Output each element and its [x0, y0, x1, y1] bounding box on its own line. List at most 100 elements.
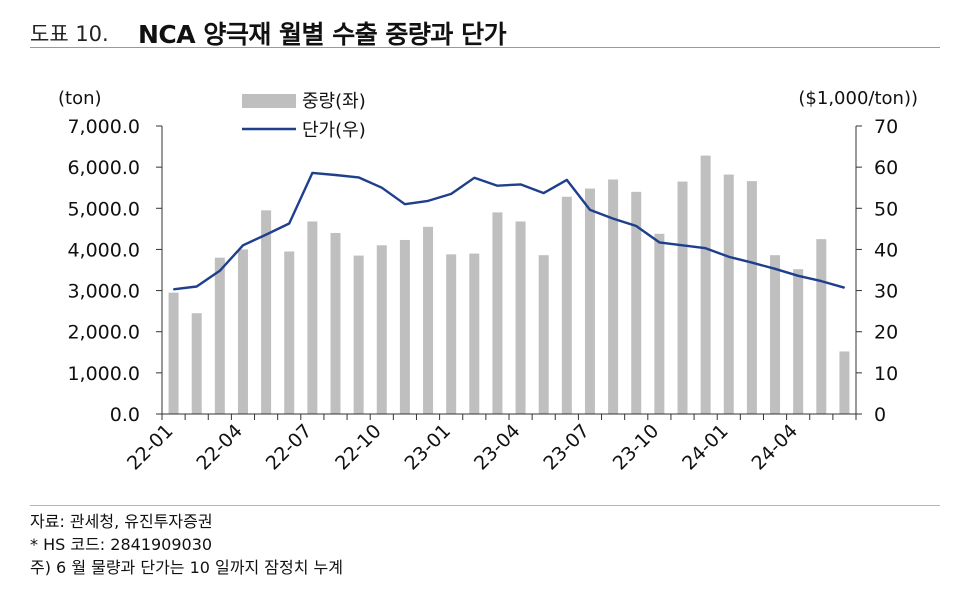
bar-24-04	[793, 269, 804, 414]
price-point-23-10	[658, 241, 660, 244]
bar-24-02	[746, 181, 757, 414]
price-point-23-08	[612, 217, 614, 220]
legend: 중량(좌) 단가(우)	[242, 91, 366, 141]
x-axis: 22-01 22-04 22-07 22-10 23-01 23-04 23-07 23-10…	[123, 413, 857, 475]
price-point-22-07	[311, 172, 313, 174]
bar-24-06	[839, 351, 850, 414]
source-note: 자료: 관세청, 유진투자증권	[30, 512, 213, 531]
bar-22-08	[330, 232, 341, 414]
bar-22-02	[191, 313, 202, 414]
left-tick-label: 2,000.0	[67, 322, 140, 344]
bar-22-10	[376, 245, 387, 414]
x-tick-label: 22-04	[192, 420, 247, 475]
price-point-23-07	[589, 209, 591, 211]
price-point-22-11	[404, 203, 406, 205]
price-point-22-12	[427, 200, 429, 202]
price-point-23-04	[519, 183, 522, 186]
x-tick-label: 23-07	[539, 420, 594, 475]
bar-24-05	[816, 239, 827, 414]
hs-code-note: * HS 코드: 2841909030	[30, 535, 213, 554]
price-point-22-10	[381, 187, 383, 189]
left-tick-label: 4,000.0	[67, 239, 140, 261]
figure-header: 도표 10. NCA 양극재 월별 수출 중량과 단가	[30, 10, 940, 49]
figure-title: NCA 양극재 월별 수출 중량과 단가	[138, 20, 507, 49]
bar-22-04	[237, 249, 248, 414]
footnotes: 자료: 관세청, 유진투자증권 * HS 코드: 2841909030 주) 6…	[30, 510, 343, 579]
right-axis-unit: ($1,000/ton))	[798, 88, 918, 109]
price-point-23-05	[543, 192, 545, 194]
price-point-22-05	[265, 234, 267, 236]
bar-22-05	[261, 210, 272, 414]
left-tick-label: 0.0	[110, 404, 140, 426]
top-divider	[30, 47, 940, 48]
left-tick-label: 1,000.0	[67, 363, 140, 385]
price-line	[173, 171, 845, 291]
bar-23-08	[608, 179, 619, 414]
bar-22-03	[214, 257, 225, 414]
left-tick-label: 5,000.0	[67, 198, 140, 220]
price-point-22-01	[172, 288, 175, 290]
bar-22-09	[353, 255, 364, 414]
left-axis: 0.0 1,000.0 2,000.0 3,000.0 4,000.0 5,000.0 6,…	[67, 116, 163, 426]
x-tick-label: 23-04	[470, 420, 525, 475]
bar-23-07	[584, 188, 595, 414]
price-point-23-03	[496, 185, 499, 187]
right-tick-label: 20	[874, 322, 898, 344]
legend-line-label: 단가(우)	[302, 120, 366, 141]
bottom-divider	[30, 505, 940, 506]
bar-22-06	[284, 251, 295, 414]
left-tick-label: 3,000.0	[67, 281, 140, 303]
price-point-24-05	[820, 280, 822, 282]
left-tick-label: 6,000.0	[67, 157, 140, 179]
price-point-24-06	[843, 287, 846, 289]
bar-23-11	[677, 181, 688, 414]
price-point-23-06	[566, 179, 568, 181]
line-series	[172, 171, 846, 291]
bar-22-01	[168, 292, 179, 414]
x-tick-label: 22-10	[331, 420, 386, 475]
bar-22-11	[399, 239, 410, 414]
bar-23-05	[538, 255, 549, 414]
x-tick-label: 23-10	[609, 420, 664, 475]
right-tick-label: 10	[874, 363, 898, 385]
price-point-23-11	[681, 244, 684, 246]
bar-22-12	[423, 226, 434, 414]
right-tick-label: 40	[874, 239, 898, 261]
price-point-24-01	[728, 256, 730, 258]
bar-23-09	[631, 191, 642, 414]
legend-bar-swatch	[242, 94, 296, 108]
price-point-22-02	[196, 285, 198, 288]
price-point-22-04	[242, 244, 244, 246]
price-point-22-06	[288, 222, 290, 225]
x-tick-label: 22-01	[123, 420, 178, 475]
right-tick-label: 30	[874, 281, 898, 303]
footnote: 주) 6 월 물량과 단가는 10 일까지 잠정치 누계	[30, 558, 343, 577]
x-tick-label: 22-07	[262, 420, 317, 475]
right-tick-label: 50	[874, 198, 898, 220]
bar-22-07	[307, 221, 318, 414]
right-tick-label: 70	[874, 116, 898, 138]
left-tick-label: 7,000.0	[67, 116, 140, 138]
right-axis: 0 10 20 30 40 50 60 70	[855, 116, 898, 426]
chart-area: (ton) ($1,000/ton)) 0.0 1,000.0 2,000.0 3,0…	[58, 88, 918, 475]
x-tick-label: 24-01	[678, 420, 733, 475]
right-tick-label: 60	[874, 157, 898, 179]
bar-23-06	[561, 196, 572, 414]
price-point-22-09	[358, 176, 360, 179]
bar-23-03	[492, 212, 503, 414]
price-point-23-12	[705, 247, 707, 249]
bar-24-01	[723, 174, 734, 414]
bar-23-04	[515, 221, 526, 414]
left-axis-unit: (ton)	[58, 88, 102, 109]
price-point-24-02	[751, 261, 753, 264]
bar-series	[168, 155, 850, 414]
price-point-23-02	[473, 177, 475, 179]
price-point-22-03	[219, 270, 221, 272]
bar-23-10	[654, 233, 665, 414]
price-point-23-01	[450, 193, 452, 195]
x-tick-label: 24-04	[748, 420, 803, 475]
right-tick-label: 0	[874, 404, 886, 426]
bar-24-03	[770, 255, 781, 414]
bar-23-12	[700, 155, 711, 414]
price-point-24-03	[774, 268, 776, 270]
